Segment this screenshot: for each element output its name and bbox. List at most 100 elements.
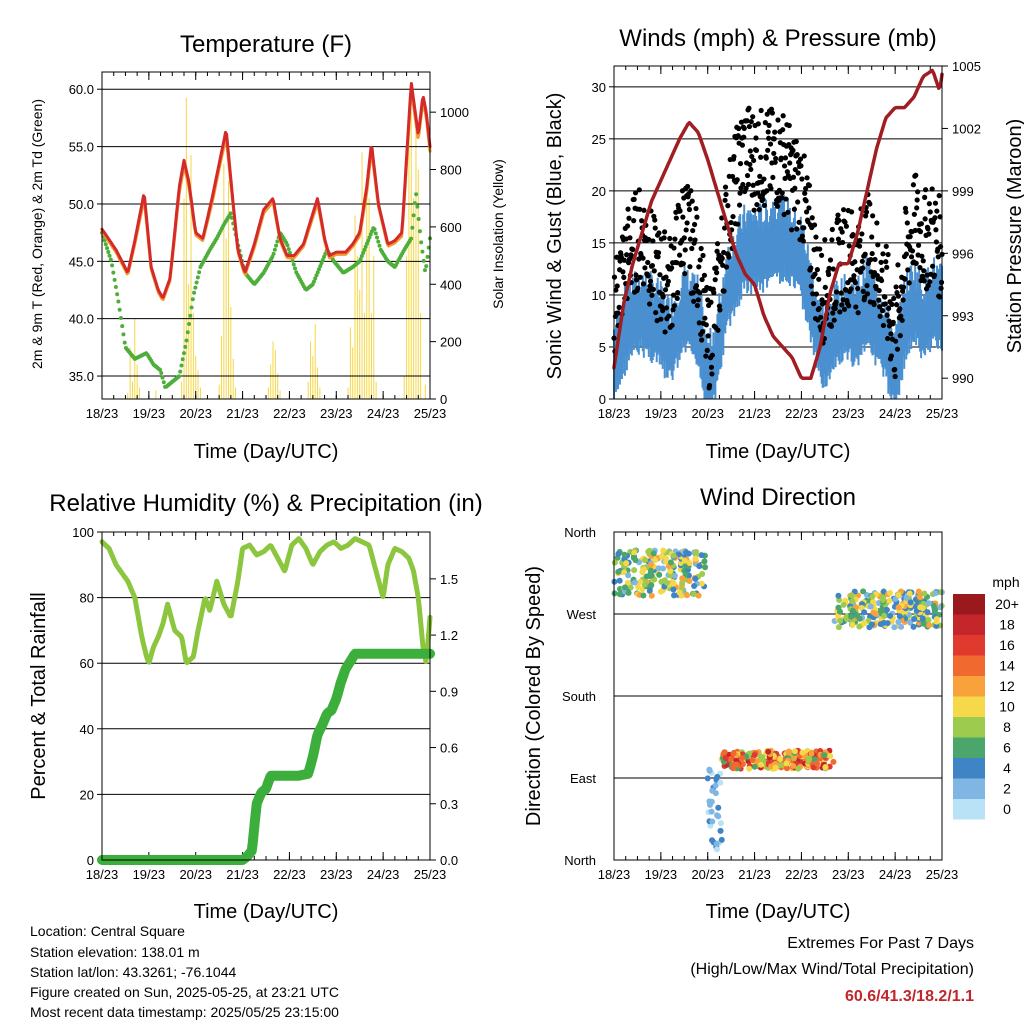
gust-point bbox=[833, 299, 839, 305]
direction-point bbox=[925, 600, 932, 607]
x-tick-label: 22/23 bbox=[273, 406, 306, 421]
dewpoint-point bbox=[116, 299, 121, 304]
gust-point bbox=[633, 272, 639, 278]
direction-point bbox=[650, 550, 657, 557]
legend-label: 0 bbox=[1003, 801, 1011, 817]
direction-point bbox=[640, 566, 647, 573]
direction-point bbox=[932, 606, 939, 613]
direction-ylabel-left: Direction (Colored By Speed) bbox=[523, 566, 545, 826]
dewpoint-point bbox=[319, 261, 324, 266]
gust-point bbox=[785, 209, 791, 215]
gust-point bbox=[818, 252, 825, 258]
gust-point bbox=[751, 157, 757, 164]
dewpoint-point bbox=[161, 380, 166, 385]
direction-point bbox=[872, 610, 879, 617]
dewpoint-point bbox=[197, 270, 202, 275]
gust-point bbox=[626, 215, 632, 221]
direction-point bbox=[645, 548, 652, 555]
gust-point bbox=[750, 182, 756, 188]
gust-point bbox=[869, 250, 875, 257]
gust-point bbox=[758, 107, 764, 114]
gust-point bbox=[830, 310, 836, 316]
gust-point bbox=[686, 206, 693, 213]
gust-point bbox=[885, 251, 891, 258]
direction-point bbox=[895, 604, 902, 611]
dewpoint-point bbox=[293, 266, 298, 271]
gust-point bbox=[646, 287, 652, 294]
gust-point bbox=[650, 286, 656, 292]
direction-point bbox=[670, 586, 677, 593]
legend-label: 6 bbox=[1003, 740, 1011, 756]
direction-point bbox=[658, 578, 665, 585]
y2-tick-label: 0.3 bbox=[440, 797, 458, 812]
direction-point bbox=[637, 578, 644, 585]
direction-point bbox=[835, 592, 842, 599]
direction-point bbox=[895, 592, 902, 599]
legend-swatch bbox=[953, 717, 985, 738]
direction-point bbox=[883, 606, 890, 613]
x-tick-label: 24/23 bbox=[879, 867, 912, 882]
gust-point bbox=[918, 221, 924, 227]
gust-point bbox=[878, 259, 884, 265]
temperature-ylabel-left: 2m & 9m T (Red, Orange) & 2m Td (Green) bbox=[29, 99, 45, 369]
dewpoint-point bbox=[105, 246, 110, 251]
legend-label: 4 bbox=[1003, 760, 1011, 776]
dewpoint-point bbox=[368, 232, 373, 237]
gust-point bbox=[859, 231, 865, 237]
dewpoint-point bbox=[421, 258, 426, 263]
dewpoint-point bbox=[320, 257, 325, 262]
gust-point bbox=[848, 209, 855, 215]
gust-point bbox=[713, 265, 719, 271]
direction-point bbox=[622, 584, 629, 591]
recent-timestamp: Most recent data timestamp: 2025/05/25 2… bbox=[30, 1004, 339, 1020]
direction-point bbox=[848, 592, 855, 599]
plot-frame bbox=[613, 531, 943, 861]
direction-point bbox=[616, 577, 623, 584]
gust-point bbox=[889, 301, 895, 307]
dewpoint-point bbox=[178, 369, 183, 374]
gust-point bbox=[684, 183, 691, 190]
gust-point bbox=[835, 212, 841, 218]
gust-point bbox=[779, 190, 785, 196]
direction-point bbox=[880, 588, 887, 595]
gust-point bbox=[926, 231, 932, 237]
x-tick-label: 22/23 bbox=[785, 867, 818, 882]
gust-point bbox=[682, 271, 688, 277]
dewpoint-point bbox=[193, 285, 198, 290]
relative-humidity-line bbox=[99, 536, 433, 665]
y-tick-label: 30 bbox=[592, 80, 606, 95]
dewpoint-point bbox=[315, 270, 320, 275]
gust-point bbox=[932, 200, 939, 206]
direction-point bbox=[886, 597, 893, 604]
legend-label: 18 bbox=[999, 617, 1015, 633]
x-tick-label: 21/23 bbox=[738, 867, 771, 882]
dewpoint-point bbox=[110, 263, 115, 268]
dewpoint-point bbox=[417, 229, 422, 234]
gust-point bbox=[747, 161, 753, 168]
direction-point bbox=[709, 787, 716, 794]
gust-point bbox=[753, 135, 759, 141]
gust-point bbox=[771, 150, 777, 157]
gust-point bbox=[730, 213, 736, 220]
direction-point bbox=[906, 590, 913, 597]
dewpoint-point bbox=[117, 307, 122, 312]
gust-point bbox=[930, 263, 936, 269]
y-tick-label: 0 bbox=[87, 853, 94, 868]
gust-point bbox=[885, 305, 892, 311]
gust-point bbox=[877, 304, 883, 310]
gust-point bbox=[830, 266, 836, 272]
dewpoint-point bbox=[424, 264, 429, 269]
gust-point bbox=[781, 163, 788, 169]
plot-frame bbox=[613, 65, 943, 400]
gust-point bbox=[826, 271, 832, 278]
y2-tick-label: 0.6 bbox=[440, 741, 458, 756]
direction-point bbox=[663, 555, 670, 562]
dewpoint-point bbox=[372, 227, 377, 232]
gust-point bbox=[839, 229, 845, 235]
dewpoint-point bbox=[313, 276, 318, 281]
legend-label: 10 bbox=[999, 699, 1015, 715]
gust-point bbox=[852, 279, 858, 286]
gust-point bbox=[736, 125, 742, 132]
direction-point bbox=[656, 571, 663, 578]
dewpoint-point bbox=[361, 250, 366, 255]
